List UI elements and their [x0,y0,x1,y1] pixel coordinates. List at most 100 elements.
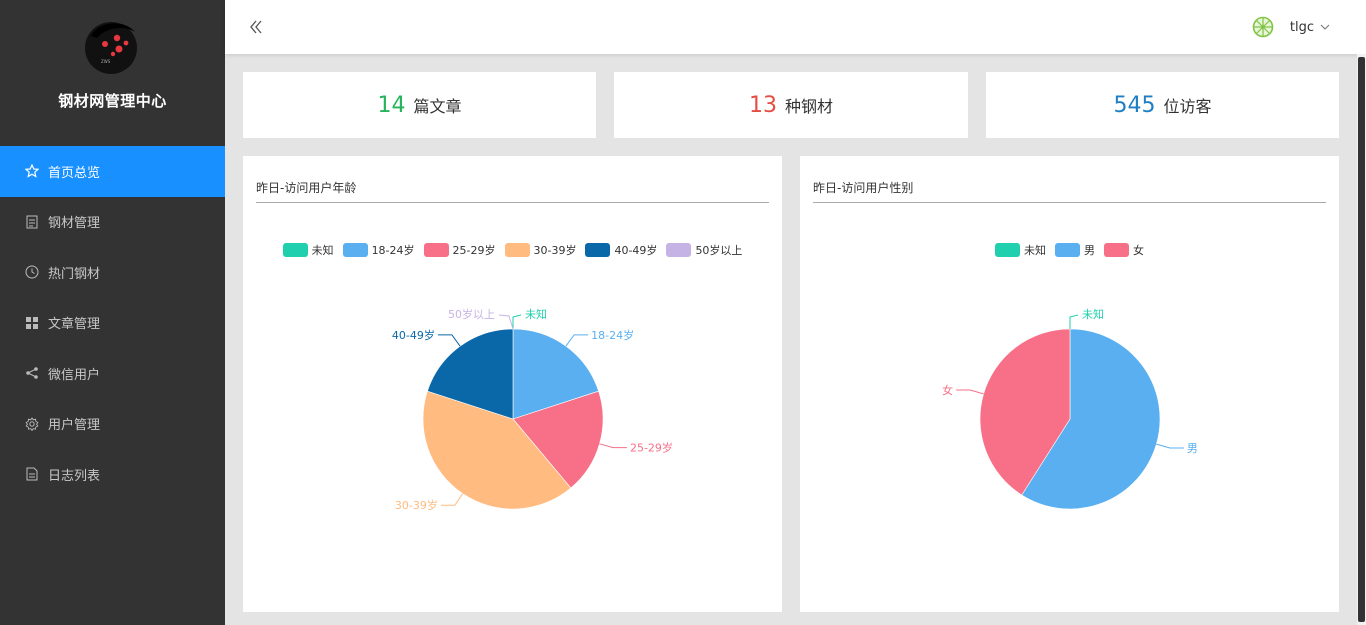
gender-pie-chart: 未知男 女 [942,307,1198,510]
slice-label: 男 [1187,442,1198,455]
slice-label: 未知 [1082,307,1104,321]
gender-chart-panel: 昨日-访问用户性别 未知男女 未知男女 [800,156,1339,612]
legend-item[interactable]: 女 [1104,242,1144,258]
slice-label: 18-24岁 [591,328,634,342]
label-leader [1156,443,1184,449]
stat-value: 14 [377,92,406,118]
sidebar-item-label: 日志列表 [48,468,101,484]
legend-swatch [585,243,611,257]
sidebar: ZWS 钢材网管理中心 首页总览 钢材管理 热门钢材 文章管理 微信用户 [0,0,225,625]
divider [813,202,1326,203]
sidebar-item-log-list[interactable]: 日志列表 [0,449,225,500]
pie-slice[interactable] [427,328,514,420]
legend-item[interactable]: 25-29岁 [423,242,496,258]
logo-area: ZWS 钢材网管理中心 [0,0,225,146]
legend-swatch [995,243,1020,257]
brand-title: 钢材网管理中心 [58,92,167,110]
age-pie-chart: 未知 18-24岁 25-29岁 30-39岁 40-49岁 50岁以上 [392,307,673,512]
legend-item[interactable]: 18-24岁 [342,242,415,258]
sidebar-item-label: 首页总览 [48,165,101,181]
legend-label: 30-39岁 [533,244,577,257]
username: tlgc [1289,19,1314,35]
legend-swatch [666,243,692,257]
clock-icon [25,265,39,279]
legend-label: 25-29岁 [452,244,496,257]
pie-slice[interactable] [1021,328,1161,510]
sidebar-item-user-management[interactable]: 用户管理 [0,399,225,450]
stat-value: 13 [748,92,777,118]
chevron-down-icon [1320,24,1330,30]
svg-text:ZWS: ZWS [101,59,111,64]
age-chart-panel: 昨日-访问用户年龄 未知 18-24岁 25-29岁 30-39岁 40-49岁 50岁以… [243,156,782,612]
slice-label: 50岁以上 [448,307,495,321]
label-leader [565,334,589,347]
label-leader [512,314,522,329]
sidebar-item-overview[interactable]: 首页总览 [0,146,225,197]
legend-label: 18-24岁 [371,244,415,257]
slice-label: 未知 [525,307,547,321]
legend-label: 未知 [1024,244,1046,257]
stat-label: 位访客 [1163,97,1212,116]
panel-title: 昨日-访问用户年龄 [256,181,357,195]
legend-item[interactable]: 男 [1055,242,1095,258]
vertical-scrollbar[interactable] [1357,54,1366,625]
sidebar-item-wechat-users[interactable]: 微信用户 [0,348,225,399]
chart-legend: 未知 18-24岁 25-29岁 30-39岁 40-49岁 50岁以上 [243,242,782,258]
label-leader [956,389,984,395]
legend-item[interactable]: 未知 [282,242,334,258]
star-icon [25,164,39,179]
divider [256,202,769,203]
sidebar-item-label: 文章管理 [48,317,101,333]
user-menu[interactable]: tlgc [1252,16,1330,38]
share-icon [25,366,39,380]
slice-label: 25-29岁 [630,441,673,455]
stat-label: 种钢材 [784,97,833,116]
scrollbar-thumb[interactable] [1358,57,1365,622]
stat-value: 545 [1113,92,1156,118]
sidebar-item-label: 钢材管理 [48,216,101,232]
grid-icon [25,316,39,330]
sidebar-item-articles[interactable]: 文章管理 [0,298,225,349]
legend-swatch [423,243,449,257]
stat-card-steel: 13 种钢材 [614,72,968,138]
legend-swatch [1104,243,1129,257]
legend-item[interactable]: 50岁以上 [666,242,742,258]
sidebar-item-steel[interactable]: 钢材管理 [0,197,225,248]
label-leader [440,493,464,506]
label-leader [599,443,627,449]
legend-swatch [504,243,530,257]
slice-label: 女 [942,383,953,397]
legend-label: 50岁以上 [695,244,743,257]
label-leader [437,334,461,347]
legend-label: 未知 [311,244,334,257]
label-leader [1069,314,1079,329]
stat-card-articles: 14 篇文章 [243,72,596,138]
chart-legend: 未知 男 女 [800,242,1339,258]
stat-card-visitors: 545 位访客 [986,72,1339,138]
slice-label: 40-49岁 [392,328,435,342]
file-icon [25,467,39,481]
collapse-sidebar-icon[interactable] [247,18,265,36]
legend-swatch [342,243,368,257]
legend-item[interactable]: 40-49岁 [585,242,657,258]
avatar [1252,16,1274,38]
sidebar-item-label: 用户管理 [48,418,101,434]
top-header: tlgc [225,0,1366,54]
legend-item[interactable]: 未知 [995,242,1046,258]
legend-label: 男 [1084,244,1095,257]
sidebar-item-label: 微信用户 [48,367,101,383]
legend-swatch [282,243,308,257]
legend-label: 40-49岁 [614,244,658,257]
slice-label: 30-39岁 [395,498,438,512]
gear-icon [25,416,39,431]
pie-slice[interactable] [512,328,599,420]
sidebar-item-hot-steel[interactable]: 热门钢材 [0,247,225,298]
legend-label: 女 [1133,244,1144,257]
sidebar-item-label: 热门钢材 [48,266,101,282]
label-leader [498,314,514,330]
legend-swatch [1055,243,1080,257]
stat-label: 篇文章 [413,97,462,116]
legend-item[interactable]: 30-39岁 [504,242,577,258]
document-icon [25,215,39,229]
panel-title: 昨日-访问用户性别 [813,181,914,195]
